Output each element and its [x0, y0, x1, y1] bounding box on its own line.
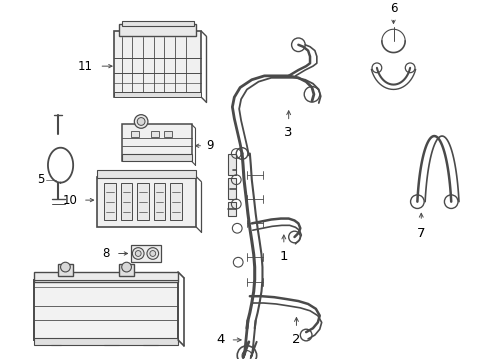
Bar: [154, 183, 166, 220]
Circle shape: [150, 251, 156, 256]
Bar: [151, 131, 159, 137]
Bar: [228, 153, 236, 175]
Bar: [165, 131, 172, 137]
Circle shape: [134, 115, 148, 128]
Text: 7: 7: [417, 227, 425, 240]
Bar: [58, 264, 73, 276]
Bar: [98, 170, 196, 178]
Bar: [104, 183, 116, 220]
Text: 6: 6: [390, 2, 397, 15]
Bar: [131, 245, 161, 262]
Circle shape: [132, 248, 144, 259]
Bar: [137, 183, 149, 220]
Text: 5: 5: [37, 173, 44, 186]
Bar: [122, 125, 192, 161]
Bar: [122, 153, 192, 161]
Circle shape: [147, 248, 159, 259]
Bar: [34, 280, 178, 340]
Bar: [170, 183, 182, 220]
Text: 9: 9: [206, 139, 214, 152]
Text: 11: 11: [77, 60, 93, 73]
Circle shape: [122, 262, 131, 272]
Text: 8: 8: [103, 247, 110, 260]
Bar: [114, 93, 201, 97]
Bar: [114, 31, 201, 97]
Bar: [228, 202, 236, 216]
Text: 2: 2: [292, 333, 301, 346]
Circle shape: [61, 262, 70, 272]
Bar: [122, 22, 194, 26]
Bar: [98, 177, 196, 227]
Text: 3: 3: [284, 126, 293, 139]
Text: 10: 10: [62, 194, 77, 207]
Text: 1: 1: [280, 249, 288, 262]
Bar: [228, 178, 236, 199]
Bar: [121, 183, 132, 220]
Bar: [119, 264, 134, 276]
Bar: [119, 24, 196, 36]
Circle shape: [135, 251, 141, 256]
Circle shape: [137, 118, 145, 125]
Bar: [34, 338, 178, 345]
Bar: [131, 131, 139, 137]
Text: 4: 4: [216, 333, 224, 346]
Bar: [34, 272, 178, 282]
